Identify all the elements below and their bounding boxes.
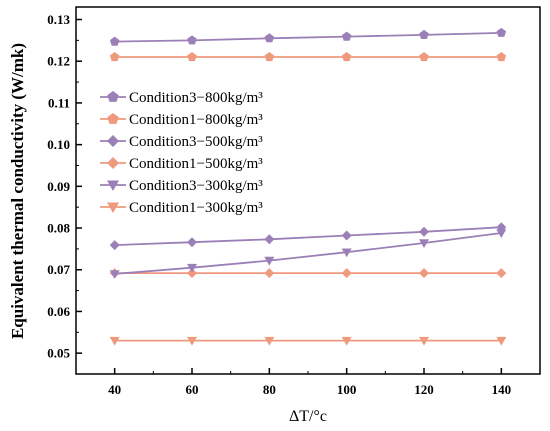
legend-label: Condition3−800kg/m³: [129, 90, 263, 106]
y-tick-label: 0.08: [47, 221, 70, 236]
y-tick-label: 0.05: [47, 346, 70, 361]
legend: Condition3−800kg/m³ Condition1−800kg/m³ Co…: [100, 90, 263, 216]
data-point: [341, 230, 352, 241]
data-point: [496, 27, 507, 37]
data-point: [187, 263, 197, 273]
y-tick-label: 0.11: [48, 95, 70, 110]
data-point: [341, 268, 352, 279]
legend-marker: [107, 202, 119, 213]
x-tick-label: 60: [186, 382, 199, 397]
legend-label: Condition1−800kg/m³: [129, 112, 263, 128]
data-point: [419, 226, 429, 237]
data-point: [419, 268, 429, 279]
data-point: [109, 336, 120, 346]
y-tick-label: 0.09: [47, 179, 70, 194]
legend-label: Condition3−500kg/m³: [129, 134, 263, 150]
data-point: [419, 29, 429, 39]
x-axis-title: ΔT/°c: [289, 408, 327, 425]
y-axis-title: Equivalent thermal conductivity (W/mk): [8, 43, 27, 339]
series-line-3: [114, 226, 502, 246]
x-axis: 40 60 80 100 120 140: [108, 368, 511, 397]
series-line-1: [114, 32, 502, 43]
y-tick-label: 0.12: [47, 54, 70, 69]
legend-label: Condition1−300kg/m³: [129, 200, 263, 216]
y-tick-label: 0.07: [47, 262, 70, 277]
x-tick-label: 40: [108, 382, 121, 397]
data-point: [496, 336, 507, 346]
x-tick-label: 120: [414, 382, 434, 397]
y-tick-label: 0.06: [47, 304, 70, 319]
data-point: [341, 52, 352, 62]
data-point: [187, 52, 197, 62]
y-axis: 0.05 0.06 0.07 0.08 0.09 0.10 0.11 0.12 0.13: [47, 12, 82, 361]
x-tick-label: 100: [337, 382, 357, 397]
y-tick-label: 0.13: [47, 12, 70, 27]
data-point: [109, 36, 120, 46]
data-point: [419, 239, 429, 248]
data-point: [109, 52, 120, 62]
data-point: [109, 240, 120, 251]
x-tick-label: 80: [263, 382, 276, 397]
data-point: [341, 31, 352, 41]
data-point: [419, 52, 429, 62]
data-point: [496, 229, 507, 238]
data-point: [264, 336, 275, 346]
data-point: [264, 33, 275, 43]
data-point: [496, 52, 507, 62]
y-tick-label: 0.10: [47, 137, 70, 152]
data-point: [187, 268, 197, 279]
data-point: [419, 336, 429, 346]
data-point: [341, 336, 352, 346]
x-tick-label: 140: [492, 382, 512, 397]
legend-marker: [107, 91, 119, 102]
data-point: [341, 248, 352, 258]
data-point: [187, 237, 197, 248]
data-point: [496, 268, 507, 279]
series-layer: [109, 27, 507, 346]
series-line-5: [114, 232, 502, 275]
data-point: [264, 52, 275, 62]
legend-marker: [107, 135, 119, 147]
data-point: [187, 35, 197, 45]
legend-marker: [107, 157, 119, 169]
data-point: [187, 336, 197, 346]
data-point: [264, 256, 275, 266]
legend-marker: [107, 113, 119, 124]
legend-label: Condition1−500kg/m³: [129, 156, 263, 172]
data-point: [264, 268, 275, 279]
data-point: [264, 234, 275, 245]
data-point: [109, 270, 120, 279]
legend-label: Condition3−300kg/m³: [129, 178, 263, 194]
legend-marker: [107, 180, 119, 191]
